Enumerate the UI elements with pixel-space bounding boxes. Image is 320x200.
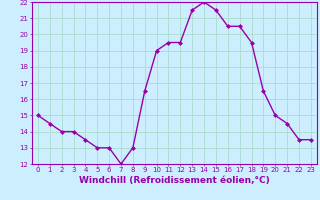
X-axis label: Windchill (Refroidissement éolien,°C): Windchill (Refroidissement éolien,°C): [79, 176, 270, 185]
